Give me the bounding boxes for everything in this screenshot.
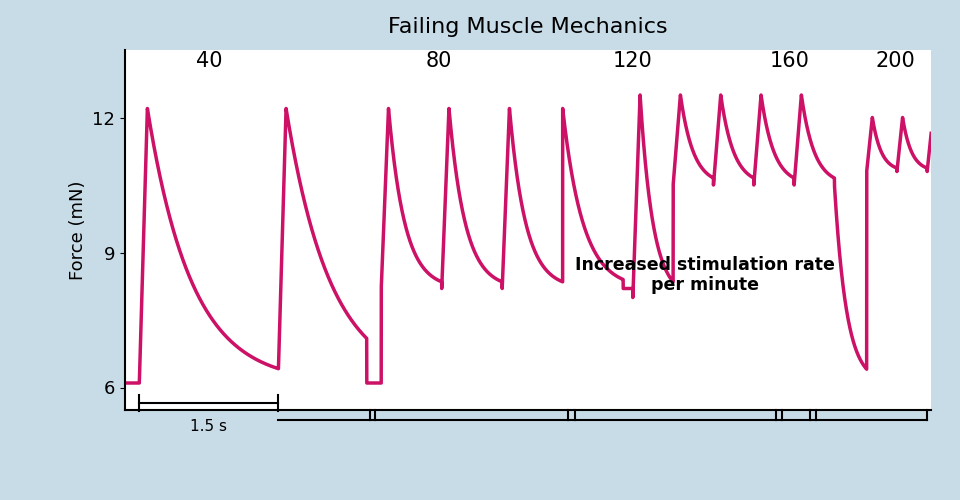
Text: 1.5 s: 1.5 s	[190, 419, 228, 434]
Y-axis label: Force (mN): Force (mN)	[69, 180, 86, 280]
Text: 40: 40	[196, 52, 223, 72]
Text: 200: 200	[875, 52, 915, 72]
Text: Increased stimulation rate
per minute: Increased stimulation rate per minute	[575, 256, 835, 294]
Title: Failing Muscle Mechanics: Failing Muscle Mechanics	[388, 18, 668, 38]
Text: 80: 80	[426, 52, 452, 72]
Text: 160: 160	[770, 52, 810, 72]
Text: 120: 120	[612, 52, 653, 72]
